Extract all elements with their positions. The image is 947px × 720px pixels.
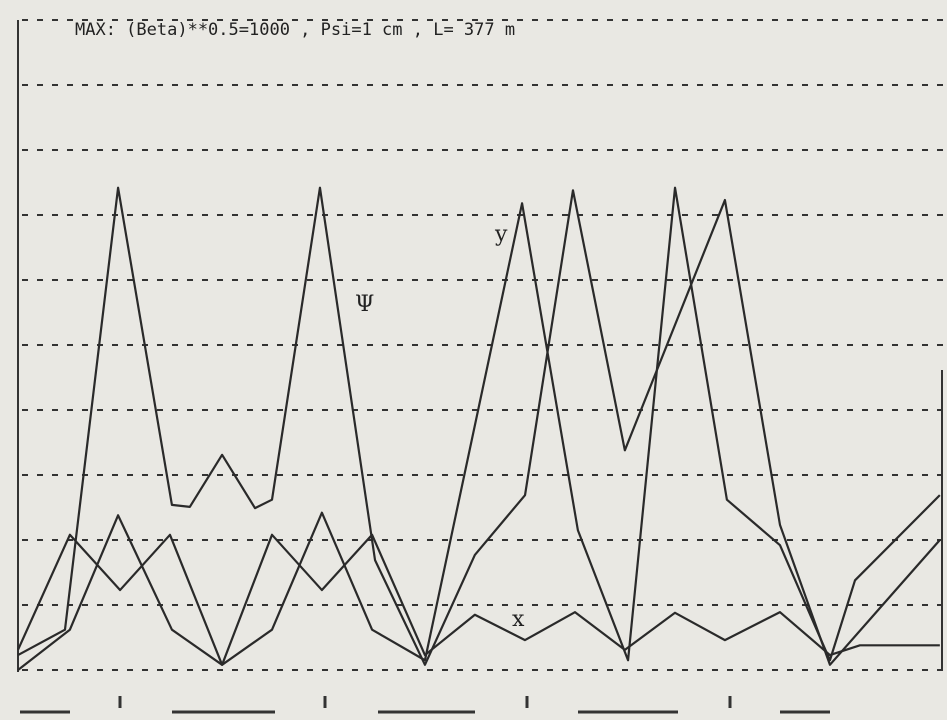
series-line [17, 186, 941, 666]
series-line [17, 186, 941, 671]
series-line [16, 533, 940, 666]
series-label: x [512, 607, 525, 632]
chart-title: MAX: (Beta)**0.5=1000 , Psi=1 cm , L= 37… [75, 20, 515, 40]
series-label: y [494, 222, 508, 247]
series-label: Ψ [355, 292, 374, 317]
lattice [20, 696, 830, 714]
